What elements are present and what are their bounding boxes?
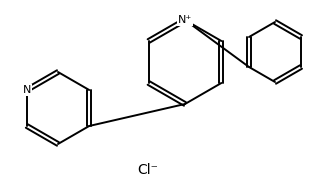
Text: Cl⁻: Cl⁻ xyxy=(138,163,158,177)
Text: N⁺: N⁺ xyxy=(178,15,192,25)
Text: N: N xyxy=(23,85,31,95)
